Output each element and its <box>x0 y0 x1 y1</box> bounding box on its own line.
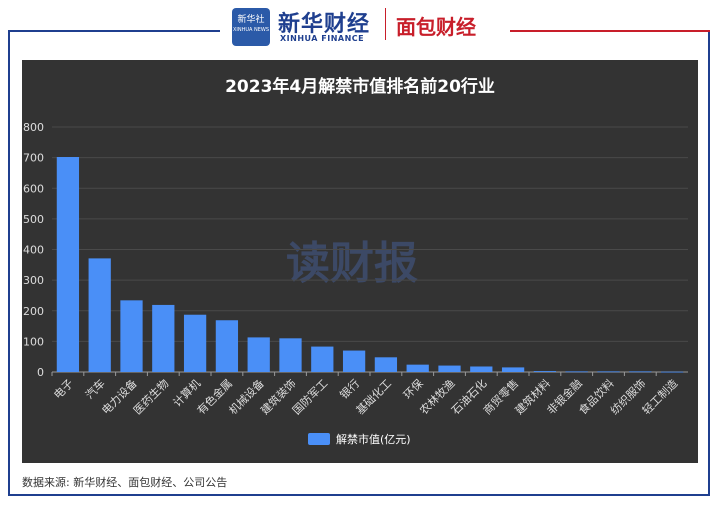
bar-11[interactable] <box>374 357 398 372</box>
y-tick-label: 100 <box>23 335 44 348</box>
data-source: 数据来源: 新华财经、面包财经、公司公告 <box>22 476 228 489</box>
x-tick-label: 电子 <box>51 377 76 402</box>
bar-12[interactable] <box>406 364 429 372</box>
x-tick-label: 轻工制造 <box>639 376 680 417</box>
bar-20[interactable] <box>660 371 684 373</box>
bar-7[interactable] <box>247 337 270 372</box>
bar-13[interactable] <box>438 365 461 372</box>
bar-15[interactable] <box>501 367 525 372</box>
bar-19[interactable] <box>629 371 652 373</box>
x-tick-label: 基础化工 <box>353 376 394 417</box>
bar-10[interactable] <box>342 350 366 372</box>
frame-red-accent <box>500 30 710 32</box>
y-tick-label: 300 <box>23 274 44 287</box>
x-tick-label: 环保 <box>400 376 425 401</box>
bar-8[interactable] <box>279 338 302 372</box>
bar-1[interactable] <box>56 157 80 372</box>
chart-title: 2023年4月解禁市值排名前20行业 <box>225 76 495 97</box>
y-tick-label: 700 <box>23 152 44 165</box>
bar-4[interactable] <box>152 304 175 372</box>
y-tick-label: 600 <box>23 182 44 195</box>
legend[interactable]: 解禁市值(亿元) <box>308 432 411 446</box>
watermark: 读财报 <box>286 238 418 289</box>
bar-2[interactable] <box>88 258 111 372</box>
bar-14[interactable] <box>470 366 493 372</box>
bar-5[interactable] <box>183 314 207 372</box>
brand-xinhua-finance: 新华财经 <box>278 11 371 37</box>
legend-swatch <box>308 433 330 445</box>
header-divider <box>385 8 386 40</box>
brand-partner: 面包财经 <box>396 15 476 39</box>
bar-18[interactable] <box>597 371 620 373</box>
y-tick-label: 800 <box>23 121 44 134</box>
legend-label: 解禁市值(亿元) <box>336 432 411 446</box>
xinhua-logo: 新华社 XINHUA NEWS <box>232 8 270 46</box>
y-tick-label: 500 <box>23 213 44 226</box>
bar-3[interactable] <box>120 300 143 372</box>
bar-17[interactable] <box>565 371 588 373</box>
bar-9[interactable] <box>311 346 334 372</box>
bar-6[interactable] <box>215 320 239 372</box>
brand-xinhua-finance-en: XINHUA FINANCE <box>280 34 365 43</box>
y-tick-label: 0 <box>37 366 44 379</box>
bar-16[interactable] <box>533 371 557 372</box>
y-tick-label: 200 <box>23 305 44 318</box>
xinhua-logo-text: 新华社 <box>237 15 265 25</box>
y-tick-label: 400 <box>23 244 44 257</box>
x-tick-label: 银行 <box>337 376 362 401</box>
x-tick-label: 医药生物 <box>130 376 171 417</box>
xinhua-logo-sub: XINHUA NEWS <box>232 27 270 33</box>
x-tick-label: 汽车 <box>82 376 107 401</box>
x-tick-label: 国防军工 <box>289 376 330 417</box>
